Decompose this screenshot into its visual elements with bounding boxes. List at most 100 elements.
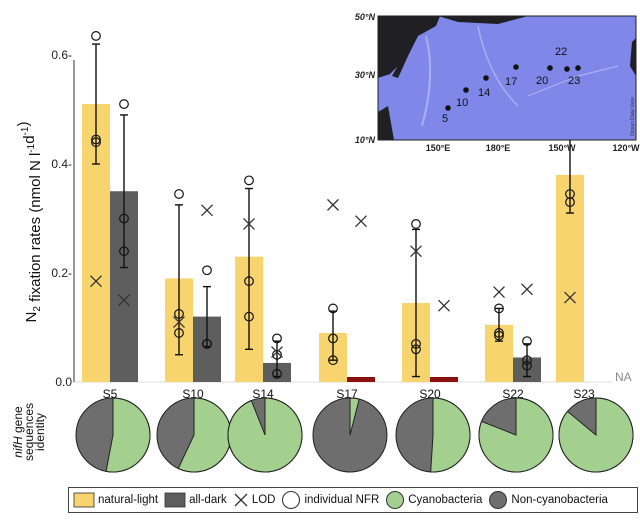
station-group-s5: S5 (82, 31, 138, 401)
map-lat-label: 30°N (355, 70, 376, 80)
legend-lod-label: LOD (251, 494, 276, 506)
map-station-dot (547, 65, 553, 71)
na-label: NA (615, 370, 632, 384)
map-station-dot (463, 87, 469, 93)
station-map-inset: 50°N 30°N 10°N 150°E 180°E 150°W 120°W 5 10 14 17 2… (355, 12, 640, 153)
individual-nfr-marker (272, 349, 282, 360)
lod-marker (173, 316, 185, 329)
legend-cyano-circle-icon (386, 491, 405, 509)
map-land-philippines (378, 106, 394, 140)
y-tick-label: 0.2- (51, 266, 72, 280)
pie-cyanobacteria-slice (478, 397, 554, 473)
individual-nfr-marker (91, 137, 101, 148)
individual-nfr-marker (494, 303, 504, 314)
legend-all-dark: all-dark (164, 492, 227, 508)
legend-nfr-circle-icon (282, 490, 301, 510)
all-dark-error-bar (523, 343, 531, 378)
map-station-label: 22 (555, 46, 567, 58)
lod-marker (355, 215, 367, 228)
pie-cyanobacteria-slice (558, 397, 634, 473)
map-station-dot (445, 105, 451, 111)
individual-nfr-marker (119, 213, 129, 224)
natural-light-error-bar (175, 204, 183, 356)
map-station-label: 17 (505, 76, 517, 88)
pie-charts: nifH genesequencesidentity (11, 397, 634, 473)
legend-natural-light-swatch (73, 492, 95, 508)
lod-marker (90, 275, 102, 288)
x-tick-label: S17 (336, 387, 358, 401)
individual-nfr-marker (494, 328, 504, 338)
map-station-label: 20 (536, 75, 548, 87)
map-ocean (377, 15, 637, 141)
lod-marker (118, 294, 130, 307)
lod-marker (493, 286, 505, 299)
individual-nfr-marker (411, 344, 421, 355)
y-tick-label: 0.0 (55, 375, 72, 389)
map-ridge (421, 35, 432, 127)
individual-nfr-marker (328, 333, 338, 344)
all-dark-error-bar (120, 114, 128, 269)
map-lon-label: 150°E (426, 143, 451, 153)
legend-lod-cross-icon (234, 493, 248, 507)
lod-marker (564, 291, 576, 304)
legend-natural-light: natural-light (73, 492, 158, 508)
map-lat-label: 50°N (355, 12, 376, 22)
chart-axes: 0.0 0.2- 0.4- 0.6- N2 fixation rates (nmol N… (15, 48, 612, 389)
pie-s10 (156, 397, 232, 473)
lod-marker (243, 217, 255, 230)
pie-s23 (558, 397, 634, 473)
station-group-s23: S23 (556, 126, 595, 401)
individual-nfr-marker (522, 336, 532, 347)
pie-s22 (478, 397, 554, 473)
pie-s20 (395, 397, 471, 473)
natural-light-error-bar (495, 307, 503, 342)
all-dark-bar (347, 377, 375, 382)
station-group-s14: S14 (235, 175, 291, 401)
individual-nfr-marker (522, 355, 532, 366)
x-tick-label: S10 (182, 387, 204, 401)
individual-nfr-marker (91, 31, 101, 41)
individual-nfr-marker (202, 265, 212, 276)
individual-nfr-marker (91, 134, 101, 145)
map-station-dot (483, 75, 489, 81)
individual-nfr-marker (565, 197, 575, 208)
map-lon-label: 120°W (612, 143, 640, 153)
station-group-s17: S17 (319, 198, 375, 401)
legend-noncyano: Non-cyanobacteria (488, 490, 608, 510)
map-station-label: 23 (568, 75, 580, 87)
legend-all-dark-swatch (164, 492, 186, 508)
individual-nfr-marker (119, 246, 129, 257)
map-station-dot (564, 66, 570, 72)
map-lon-label: 180°E (486, 143, 511, 153)
map-lat-label: 10°N (355, 135, 376, 145)
x-tick-label: S5 (103, 387, 118, 401)
pie-cyanobacteria-slice (430, 397, 471, 473)
legend-natural-light-label: natural-light (98, 494, 159, 506)
legend-all-dark-label: all-dark (189, 494, 227, 506)
individual-nfr-marker (174, 328, 184, 338)
map-station-dot (513, 64, 519, 70)
map-credit: Ocean Data View (630, 97, 636, 136)
x-tick-label: S22 (502, 387, 524, 401)
individual-nfr-marker (174, 308, 184, 319)
individual-nfr-marker (411, 338, 421, 349)
individual-nfr-marker (174, 189, 184, 199)
legend-nfr-label: individual NFR (304, 494, 380, 506)
map-land-japan (392, 56, 408, 78)
y-tick-label: 0.4- (51, 157, 72, 171)
legend-noncyano-label: Non-cyanobacteria (511, 494, 608, 506)
individual-nfr-marker (272, 333, 282, 344)
individual-nfr-marker (202, 338, 212, 349)
map-station-dot (575, 65, 581, 71)
station-group-s20: S20 (402, 219, 458, 401)
legend-nfr: individual NFR (281, 490, 379, 510)
map-station-label: 14 (478, 87, 490, 99)
x-tick-label: S14 (252, 387, 274, 401)
pie-title: nifH genesequencesidentity (11, 403, 47, 461)
pie-cyanobacteria-slice (105, 397, 151, 473)
legend-noncyano-circle-icon (489, 491, 508, 509)
individual-nfr-marker (244, 311, 254, 322)
station-group-s10: S10 (165, 189, 221, 401)
x-tick-label: S20 (419, 387, 441, 401)
individual-nfr-marker (244, 276, 254, 287)
